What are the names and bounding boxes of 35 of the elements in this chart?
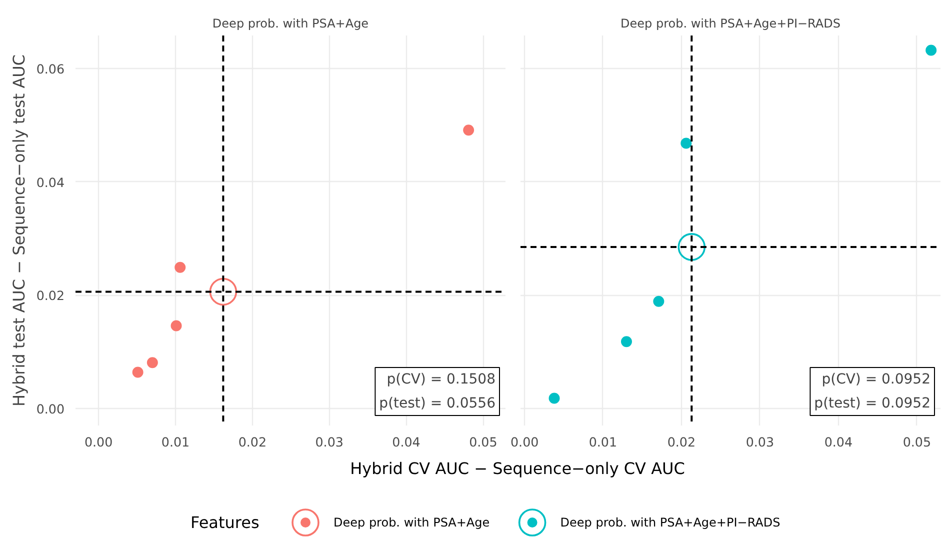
x-tick-label: 0.04 bbox=[392, 434, 420, 450]
x-tick-label: 0.01 bbox=[161, 434, 190, 450]
annotation: p(CV) = 0.1508 p(test) = 0.0556 bbox=[379, 372, 496, 412]
point bbox=[170, 320, 182, 332]
point bbox=[680, 138, 692, 149]
y-tick-label: 0.02 bbox=[36, 288, 65, 304]
point bbox=[463, 124, 474, 136]
legend-label: Deep prob. with PSA+Age bbox=[334, 516, 490, 530]
x-tick-label: 0.00 bbox=[84, 434, 113, 450]
annotation: p(CV) = 0.0952 p(test) = 0.0952 bbox=[814, 372, 931, 412]
y-axis-title: Hybrid test AUC − Sequence−only test AUC bbox=[9, 54, 28, 407]
legend-title: Features bbox=[190, 513, 260, 532]
x-tick-label: 0.02 bbox=[238, 434, 267, 450]
x-tick-label: 0.02 bbox=[667, 434, 696, 450]
x-tick-label: 0.05 bbox=[902, 434, 932, 450]
point bbox=[132, 366, 144, 378]
x-tick-label: 0.03 bbox=[315, 434, 344, 450]
x-tick-label: 0.01 bbox=[588, 434, 618, 450]
x-tick-label: 0.00 bbox=[510, 434, 539, 450]
chart-title: Deep prob. with PSA+Age+PI−RADS bbox=[620, 16, 840, 30]
point bbox=[926, 44, 937, 56]
y-tick-label: 0.06 bbox=[36, 61, 65, 76]
x-tick-label: 0.05 bbox=[469, 434, 498, 450]
legend-label: Deep prob. with PSA+Age+PI−RADS bbox=[560, 516, 780, 530]
x-axis-title: Hybrid CV AUC − Sequence−only CV AUC bbox=[350, 459, 685, 478]
x-tick-label: 0.03 bbox=[746, 434, 774, 450]
y-tick-label: 0.04 bbox=[36, 174, 65, 190]
point bbox=[548, 392, 560, 404]
x-tick-label: 0.04 bbox=[824, 434, 853, 450]
point bbox=[653, 296, 664, 307]
point bbox=[174, 262, 186, 273]
chart-title: Deep prob. with PSA+Age bbox=[212, 16, 369, 30]
point bbox=[146, 357, 158, 368]
y-tick-label: 0.00 bbox=[36, 401, 65, 416]
point bbox=[620, 336, 632, 348]
